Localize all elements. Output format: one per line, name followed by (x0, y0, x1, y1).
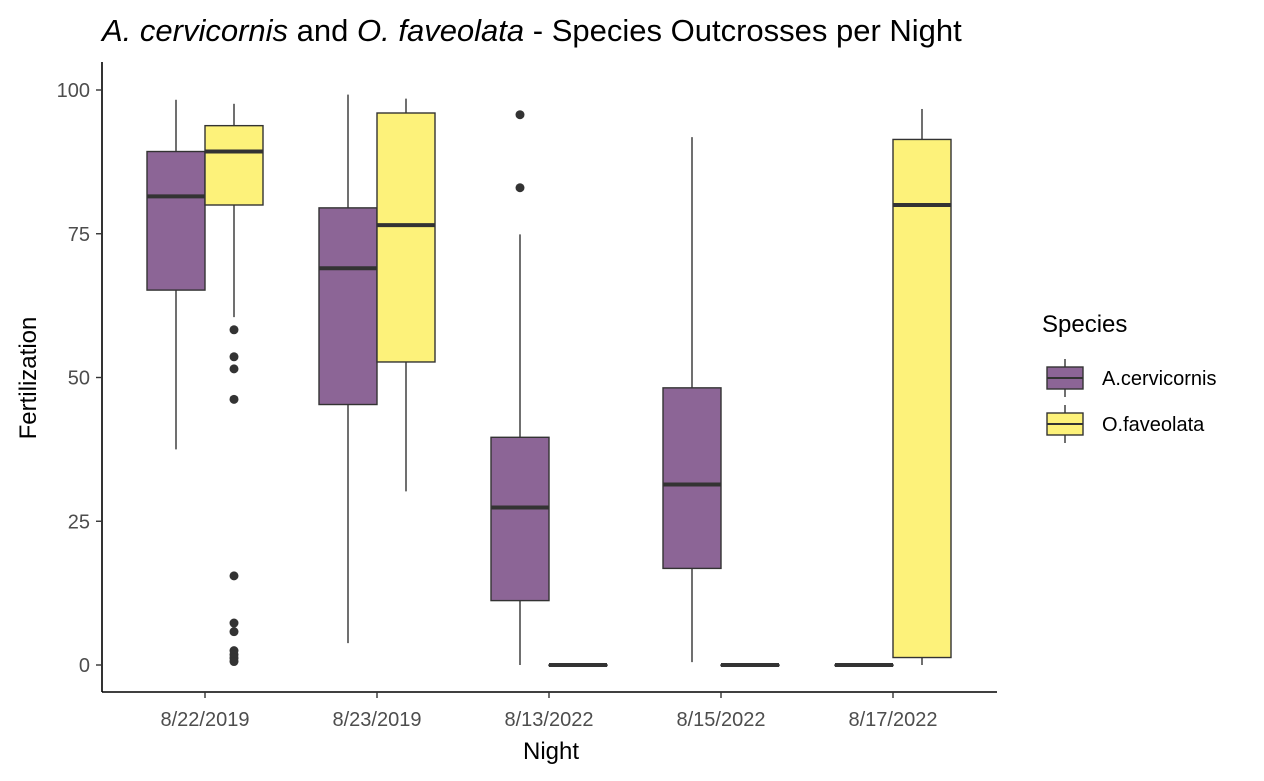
outlier-point (515, 110, 525, 120)
y-tick-label: 50 (68, 368, 90, 390)
x-tick-label: 8/17/2022 (849, 709, 938, 731)
box (892, 138, 952, 659)
box (376, 112, 436, 363)
y-tick-label: 100 (57, 80, 90, 102)
box-group (146, 99, 206, 450)
outlier-point (229, 657, 239, 667)
box-group (720, 663, 780, 667)
box (146, 150, 206, 291)
outlier-point (229, 325, 239, 335)
box-group (376, 98, 436, 492)
box-group (490, 110, 550, 665)
legend: Species A.cervicornis O.faveolata (1042, 311, 1216, 443)
box-group (204, 103, 264, 667)
box-group (318, 94, 378, 644)
title-species-1: A. cervicornis (100, 13, 288, 48)
box-group (662, 137, 722, 663)
x-tick-label: 8/13/2022 (505, 709, 594, 731)
x-tick-label: 8/22/2019 (161, 709, 250, 731)
x-tick-label: 8/15/2022 (677, 709, 766, 731)
title-species-2: O. faveolata (357, 13, 524, 48)
y-tick-label: 0 (79, 655, 90, 677)
plot-area (146, 94, 952, 667)
outlier-point (229, 352, 239, 362)
legend-item: A.cervicornis (1046, 359, 1216, 397)
outlier-point (229, 571, 239, 581)
box (318, 207, 378, 406)
box (490, 436, 550, 602)
legend-title: Species (1042, 311, 1127, 338)
legend-label: A.cervicornis (1102, 368, 1216, 390)
x-axis-ticks: 8/22/2019 8/23/2019 8/13/2022 8/15/2022 8/17… (161, 692, 938, 731)
box (662, 387, 722, 570)
box-group (892, 108, 952, 665)
outlier-point (515, 183, 525, 193)
x-axis-title: Night (523, 738, 579, 765)
outlier-point (229, 627, 239, 637)
y-axis-title: Fertilization (15, 317, 42, 440)
y-tick-label: 75 (68, 224, 90, 246)
chart-title: A. cervicornis and O. faveolata - Specie… (100, 13, 962, 48)
legend-item: O.faveolata (1046, 405, 1205, 443)
y-axis-ticks: 0 25 50 75 100 (57, 80, 102, 677)
x-tick-label: 8/23/2019 (333, 709, 422, 731)
outlier-point (229, 364, 239, 374)
y-tick-label: 25 (68, 511, 90, 533)
title-rest: - Species Outcrosses per Night (524, 13, 962, 48)
title-and: and (288, 13, 357, 48)
box-group (834, 663, 894, 667)
outlier-point (229, 394, 239, 404)
legend-label: O.faveolata (1102, 414, 1205, 436)
box (204, 124, 264, 206)
box-group (548, 663, 608, 667)
outlier-point (229, 618, 239, 628)
